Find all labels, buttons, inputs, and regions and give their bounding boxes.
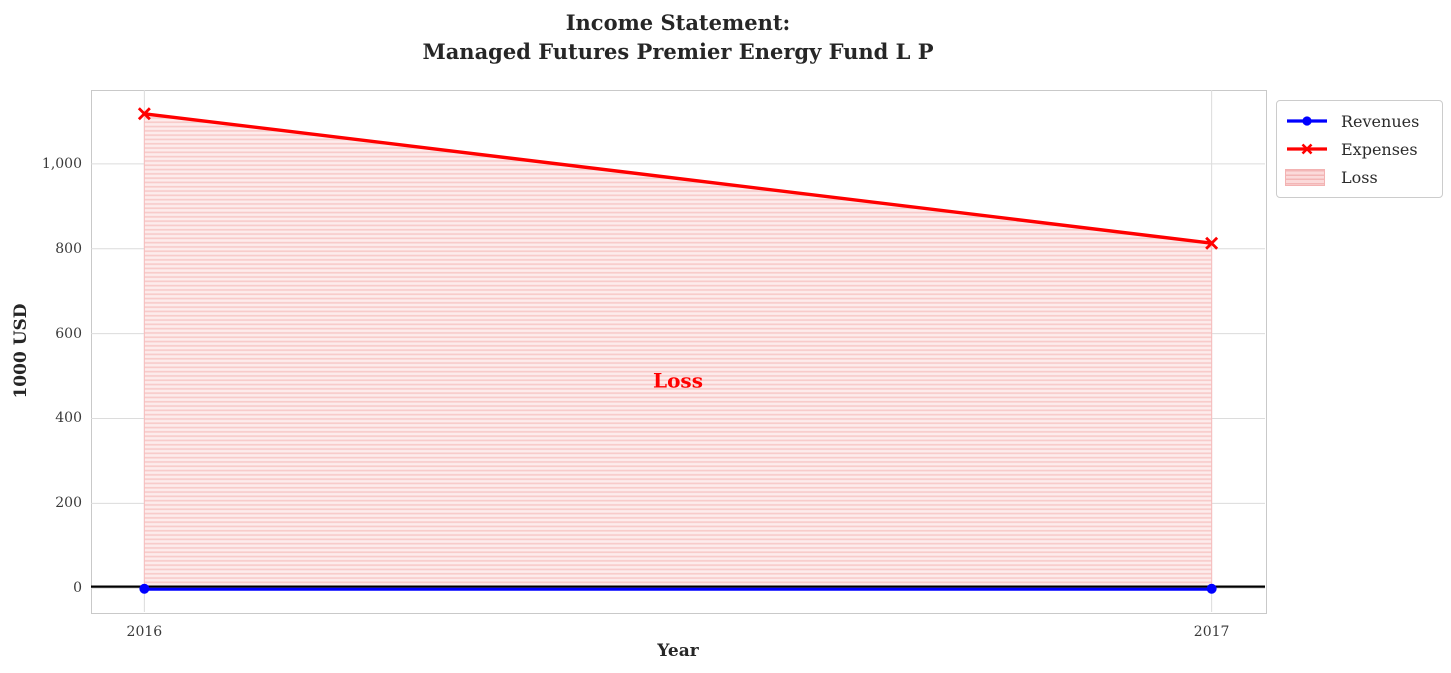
x-tick-label: 2016: [126, 624, 163, 640]
chart-title: Income Statement: Managed Futures Premie…: [91, 8, 1265, 66]
y-tick-label: 800: [55, 240, 82, 257]
chart-title-line2: Managed Futures Premier Energy Fund L P: [422, 39, 934, 64]
legend-item-expenses: Expenses: [1285, 135, 1434, 163]
expenses-x-marker: [137, 107, 151, 121]
expenses-x-marker: [1205, 236, 1219, 250]
legend-label-expenses: Expenses: [1341, 139, 1418, 159]
x-axis-label: Year: [657, 641, 699, 661]
expenses-line-x-swatch-icon: [1285, 139, 1329, 159]
legend: Revenues Expenses Loss: [1276, 100, 1443, 198]
legend-label-revenues: Revenues: [1341, 111, 1420, 131]
legend-item-revenues: Revenues: [1285, 107, 1434, 135]
x-tick-label: 2017: [1193, 624, 1230, 640]
loss-hatch-swatch-icon: [1285, 167, 1329, 187]
loss-annotation: Loss: [653, 368, 703, 392]
y-tick-label: 600: [55, 325, 82, 342]
revenues-circle-marker: [1206, 583, 1217, 594]
chart-title-line1: Income Statement:: [565, 10, 791, 35]
revenues-circle-marker: [139, 583, 150, 594]
y-axis-label: 1000 USD: [11, 303, 31, 399]
plot-svg: Loss: [91, 90, 1265, 612]
y-tick-label: 0: [73, 580, 82, 597]
y-tick-label: 200: [55, 495, 82, 512]
legend-item-loss: Loss: [1285, 163, 1434, 191]
loss-area: [143, 113, 1213, 589]
revenues-line-circle-swatch-icon: [1285, 111, 1329, 131]
y-tick-label: 1,000: [41, 155, 82, 172]
y-tick-label: 400: [55, 410, 82, 427]
legend-label-loss: Loss: [1341, 167, 1378, 187]
expenses-line: [144, 112, 1212, 245]
